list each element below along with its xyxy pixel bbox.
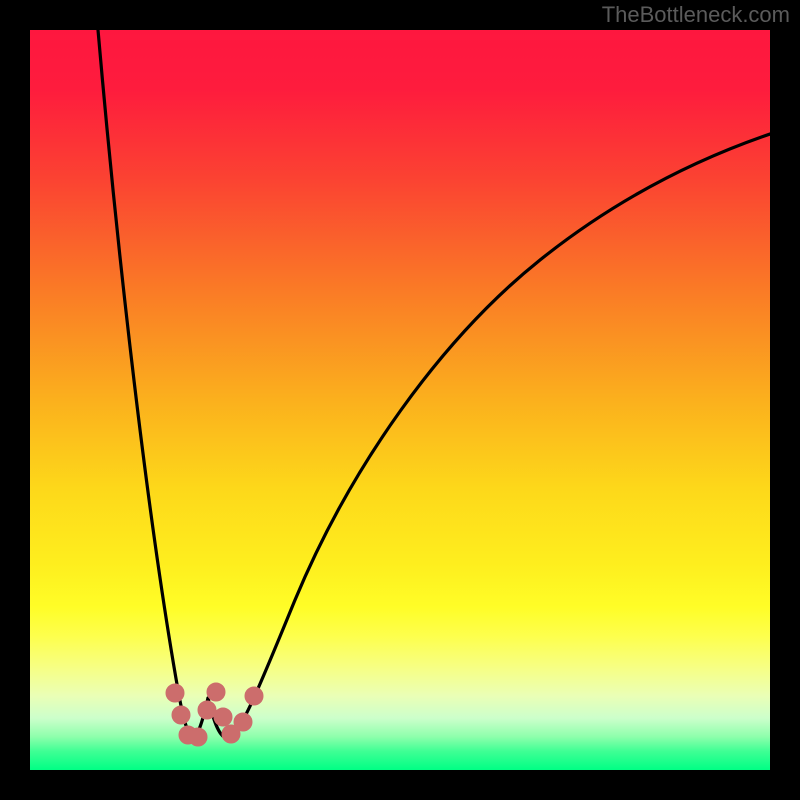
marker-point <box>172 706 190 724</box>
watermark-text: TheBottleneck.com <box>602 2 790 28</box>
bottleneck-chart <box>0 0 800 800</box>
marker-point <box>166 684 184 702</box>
marker-point <box>198 701 216 719</box>
marker-point <box>234 713 252 731</box>
marker-point <box>245 687 263 705</box>
marker-point <box>214 708 232 726</box>
chart-background-gradient <box>30 30 770 770</box>
marker-point <box>207 683 225 701</box>
marker-point <box>189 728 207 746</box>
chart-container: TheBottleneck.com <box>0 0 800 800</box>
